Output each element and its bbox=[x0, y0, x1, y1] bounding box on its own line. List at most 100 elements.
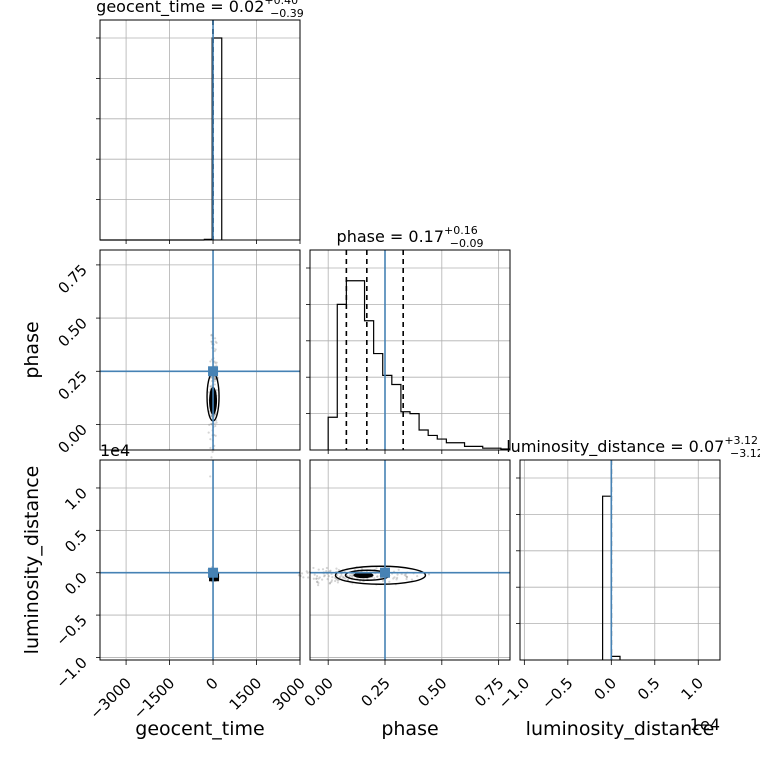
scatter-point bbox=[341, 576, 345, 579]
x-tick-label: −0.5 bbox=[538, 674, 576, 712]
scatter-point bbox=[302, 576, 305, 579]
scatter-point bbox=[427, 573, 431, 576]
scatter-point bbox=[214, 424, 217, 428]
scatter-point bbox=[330, 579, 334, 582]
scatter-point bbox=[214, 413, 217, 416]
y-tick-label: 0.75 bbox=[54, 261, 90, 297]
data-layer bbox=[100, 20, 621, 660]
panel-frame-geocent_time bbox=[99, 19, 301, 241]
scatter-point bbox=[336, 581, 339, 584]
scatter-point bbox=[300, 572, 304, 575]
scatter-point bbox=[318, 576, 321, 579]
scatter-point bbox=[376, 575, 379, 578]
scatter-point bbox=[210, 334, 213, 337]
scatter-point bbox=[405, 575, 409, 579]
x-tick-label: −1500 bbox=[130, 674, 179, 723]
scatter-point bbox=[214, 340, 217, 343]
scatter-point bbox=[213, 378, 216, 381]
scatter-point bbox=[209, 360, 212, 363]
x-axis-label-luminosity_distance: luminosity_distance bbox=[526, 718, 715, 740]
y-tick-label: 0.5 bbox=[61, 526, 91, 556]
scatter-point bbox=[215, 421, 218, 424]
scatter-point bbox=[328, 581, 332, 585]
scatter-point bbox=[328, 582, 331, 585]
scatter-point bbox=[327, 575, 330, 578]
scatter-point bbox=[339, 575, 342, 578]
histogram-phase bbox=[327, 280, 502, 450]
scatter-point bbox=[328, 570, 332, 573]
scatter-point bbox=[347, 578, 350, 581]
x-tick-label: 0.5 bbox=[634, 674, 664, 704]
scatter-point bbox=[405, 575, 408, 578]
scatter-point bbox=[360, 567, 363, 570]
scatter-point bbox=[214, 348, 217, 351]
panel-frame-luminosity_distance bbox=[519, 459, 721, 661]
scatter-point bbox=[213, 422, 216, 425]
scatter-point bbox=[316, 580, 319, 583]
scatter-point bbox=[405, 577, 408, 581]
scatter-point bbox=[315, 577, 318, 580]
scatter-point bbox=[373, 577, 376, 580]
scatter-point bbox=[215, 388, 218, 392]
scatter-point bbox=[210, 456, 213, 459]
scatter-point bbox=[321, 578, 324, 581]
scatter-point bbox=[331, 576, 334, 579]
y-axis-label-phase: phase bbox=[21, 321, 43, 378]
scatter-point bbox=[326, 577, 329, 581]
density-contour bbox=[334, 565, 427, 585]
scatter-point bbox=[366, 577, 369, 580]
truth-marker bbox=[208, 567, 219, 578]
scatter-point bbox=[214, 361, 217, 365]
scatter-point bbox=[393, 576, 396, 579]
scatter-point bbox=[213, 380, 216, 383]
offset-text-y: 1e4 bbox=[100, 441, 130, 460]
scatter-point bbox=[396, 573, 399, 576]
scatter-point bbox=[209, 446, 212, 450]
y-tick-label: 0.00 bbox=[54, 421, 90, 457]
scatter-point bbox=[213, 349, 216, 353]
scatter-point bbox=[350, 574, 353, 577]
scatter-point bbox=[214, 377, 217, 380]
scatter-point bbox=[215, 361, 218, 364]
y-tick-label: 1.0 bbox=[61, 484, 91, 514]
scatter-point bbox=[317, 584, 320, 587]
scatter-point bbox=[210, 414, 213, 417]
x-tick-label: 0.25 bbox=[357, 674, 393, 710]
panel-title-phase: phase = 0.17+0.16 −0.09 bbox=[337, 224, 484, 250]
scatter-point bbox=[330, 580, 333, 583]
scatter-point bbox=[312, 566, 315, 570]
scatter-point bbox=[208, 423, 211, 427]
x-axis-label-geocent_time: geocent_time bbox=[135, 718, 264, 740]
scatter-point bbox=[207, 431, 210, 434]
scatter-point bbox=[325, 570, 328, 573]
scatter-point bbox=[376, 575, 379, 578]
scatter-point bbox=[305, 570, 308, 573]
y-tick-label: −1.0 bbox=[52, 654, 90, 692]
scatter-point bbox=[410, 578, 414, 581]
scatter-point bbox=[307, 576, 310, 579]
scatter-point bbox=[400, 572, 403, 576]
scatter-point bbox=[335, 567, 338, 570]
scatter-point bbox=[213, 378, 217, 381]
density-core bbox=[353, 572, 374, 579]
y-axis-label-luminosity_distance: luminosity_distance bbox=[21, 466, 43, 655]
scatter-point bbox=[210, 422, 213, 425]
panel-frame-phase bbox=[309, 249, 511, 451]
scatter-point bbox=[207, 391, 211, 394]
scatter-point bbox=[315, 580, 319, 584]
scatter-point bbox=[342, 576, 346, 579]
y-tick-label: −0.5 bbox=[52, 611, 90, 649]
scatter-point bbox=[214, 337, 217, 340]
x-tick-label: 1.0 bbox=[677, 674, 707, 704]
scatter-point bbox=[214, 434, 217, 437]
panel-title-geocent_time: geocent_time = 0.02+0.40 −0.39 bbox=[96, 0, 304, 20]
grid-layer bbox=[100, 20, 720, 660]
scatter-point bbox=[322, 575, 326, 578]
histogram-geocent_time bbox=[203, 37, 223, 240]
scatter-point bbox=[395, 578, 398, 581]
x-tick-label: 0.0 bbox=[591, 674, 621, 704]
scatter-point bbox=[397, 568, 400, 571]
scatter-point bbox=[392, 577, 395, 580]
truth-marker bbox=[208, 366, 219, 377]
